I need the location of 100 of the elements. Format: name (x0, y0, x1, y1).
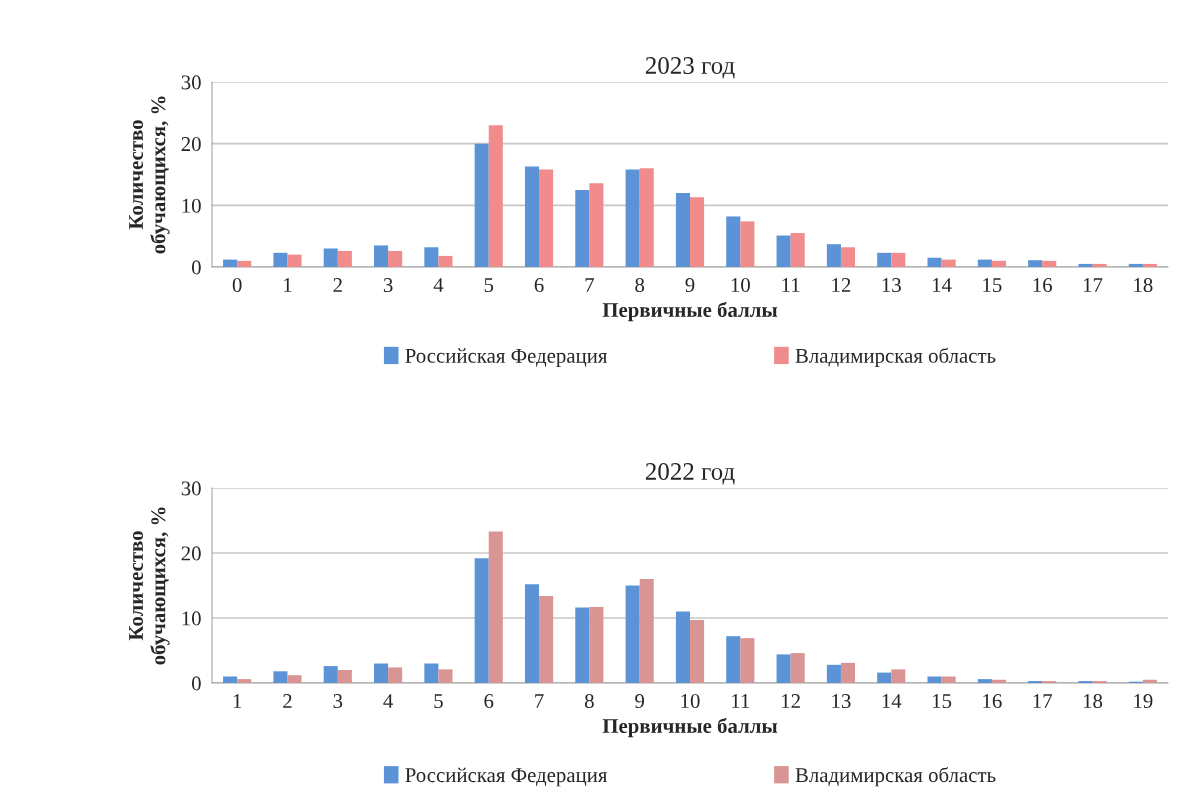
x-tick-label: 2 (333, 278, 342, 292)
x-tick-label: 6 (534, 278, 544, 293)
bar (790, 653, 805, 683)
y-tick-label: 0 (191, 676, 201, 691)
x-tick-label: 3 (333, 694, 343, 709)
bar (337, 250, 352, 267)
x-tick-label: 10 (681, 694, 700, 709)
bar (927, 676, 942, 683)
x-tick-label: 8 (584, 694, 594, 709)
x-axis-title: Первичные баллы (602, 717, 778, 738)
bar (1128, 263, 1143, 267)
y-axis-title: Количество обучающихся, % (129, 507, 170, 665)
bar (524, 166, 540, 267)
y-axis-title: Количество обучающихся, % (129, 96, 170, 254)
y-tick-label: 10 (182, 198, 201, 213)
bar (1142, 263, 1157, 267)
x-tick-label: 5 (434, 694, 443, 709)
y-tick-label: 20 (181, 546, 201, 561)
bar (1078, 263, 1093, 267)
bar (374, 663, 389, 683)
legend-label: Владимирская область (795, 347, 996, 368)
x-tick-label: 5 (484, 278, 494, 293)
bar (1042, 260, 1057, 267)
bar (524, 584, 540, 683)
x-tick-label: 17 (1083, 278, 1103, 292)
bar (323, 248, 338, 267)
x-tick-label: 10 (731, 278, 750, 293)
bar (539, 595, 554, 683)
x-tick-label: 1 (284, 278, 292, 292)
bar (1092, 263, 1107, 267)
bar (424, 663, 439, 683)
bar (877, 252, 892, 267)
bar (488, 125, 503, 267)
bar (474, 558, 489, 683)
x-tick-label: 16 (1033, 278, 1053, 293)
x-tick-label: 16 (983, 694, 1002, 709)
bar (388, 667, 403, 683)
bar (539, 169, 554, 267)
x-tick-label: 3 (383, 278, 393, 293)
x-tick-label: 13 (882, 278, 901, 293)
bar (287, 675, 302, 683)
bar (690, 619, 705, 683)
bar (589, 183, 604, 267)
bar (388, 250, 403, 267)
x-tick-label: 14 (932, 278, 952, 292)
bar (625, 169, 640, 267)
x-tick-label: 7 (535, 694, 544, 708)
bar (273, 252, 288, 267)
bar (726, 636, 741, 683)
x-tick-label: 15 (983, 278, 1002, 293)
bar (438, 255, 453, 267)
bar (223, 259, 238, 267)
bar (474, 143, 489, 267)
bar (575, 189, 590, 267)
x-tick-label: 12 (832, 278, 851, 292)
y-tick-label: 30 (181, 481, 201, 496)
bar (877, 672, 892, 683)
bar (991, 679, 1006, 683)
bar (790, 233, 805, 267)
bar (941, 676, 956, 683)
x-tick-label: 11 (732, 694, 750, 708)
bar (438, 669, 453, 683)
legend-label: Российская Федерация (405, 348, 608, 368)
x-tick-label: 12 (782, 694, 800, 708)
bar (575, 607, 590, 683)
y-tick-label: 20 (181, 137, 201, 152)
bar (223, 676, 238, 683)
x-tick-label: 6 (484, 694, 494, 709)
bar (323, 666, 338, 683)
x-tick-label: 4 (433, 278, 444, 292)
legend-label: Российская Федерация (405, 767, 608, 787)
x-axis-title: Первичные баллы (602, 301, 778, 322)
bar (891, 669, 906, 683)
x-tick-label: 2 (283, 694, 292, 708)
bar (977, 259, 992, 267)
bar (941, 259, 956, 267)
y-tick-label: 30 (181, 75, 201, 90)
bar (488, 531, 503, 683)
x-tick-label: 1 (233, 694, 242, 708)
y-tick-label: 10 (182, 611, 201, 626)
bar (237, 260, 252, 267)
bar (991, 260, 1006, 267)
bar (826, 664, 841, 683)
chart-title: 2023 год (645, 57, 735, 79)
x-tick-label: 7 (585, 278, 594, 292)
bar (690, 197, 705, 267)
x-tick-label: 9 (685, 278, 695, 293)
x-tick-label: 0 (232, 278, 242, 293)
x-tick-label: 15 (932, 694, 952, 709)
bar (639, 579, 654, 683)
x-tick-label: 19 (1134, 694, 1153, 709)
x-tick-label: 14 (882, 694, 902, 708)
bar (237, 679, 252, 683)
bar (927, 257, 942, 267)
bar (337, 670, 352, 683)
x-tick-label: 13 (832, 694, 851, 709)
bar (589, 606, 604, 683)
bar (639, 168, 654, 267)
bar (1028, 260, 1043, 267)
x-tick-label: 4 (383, 694, 393, 708)
